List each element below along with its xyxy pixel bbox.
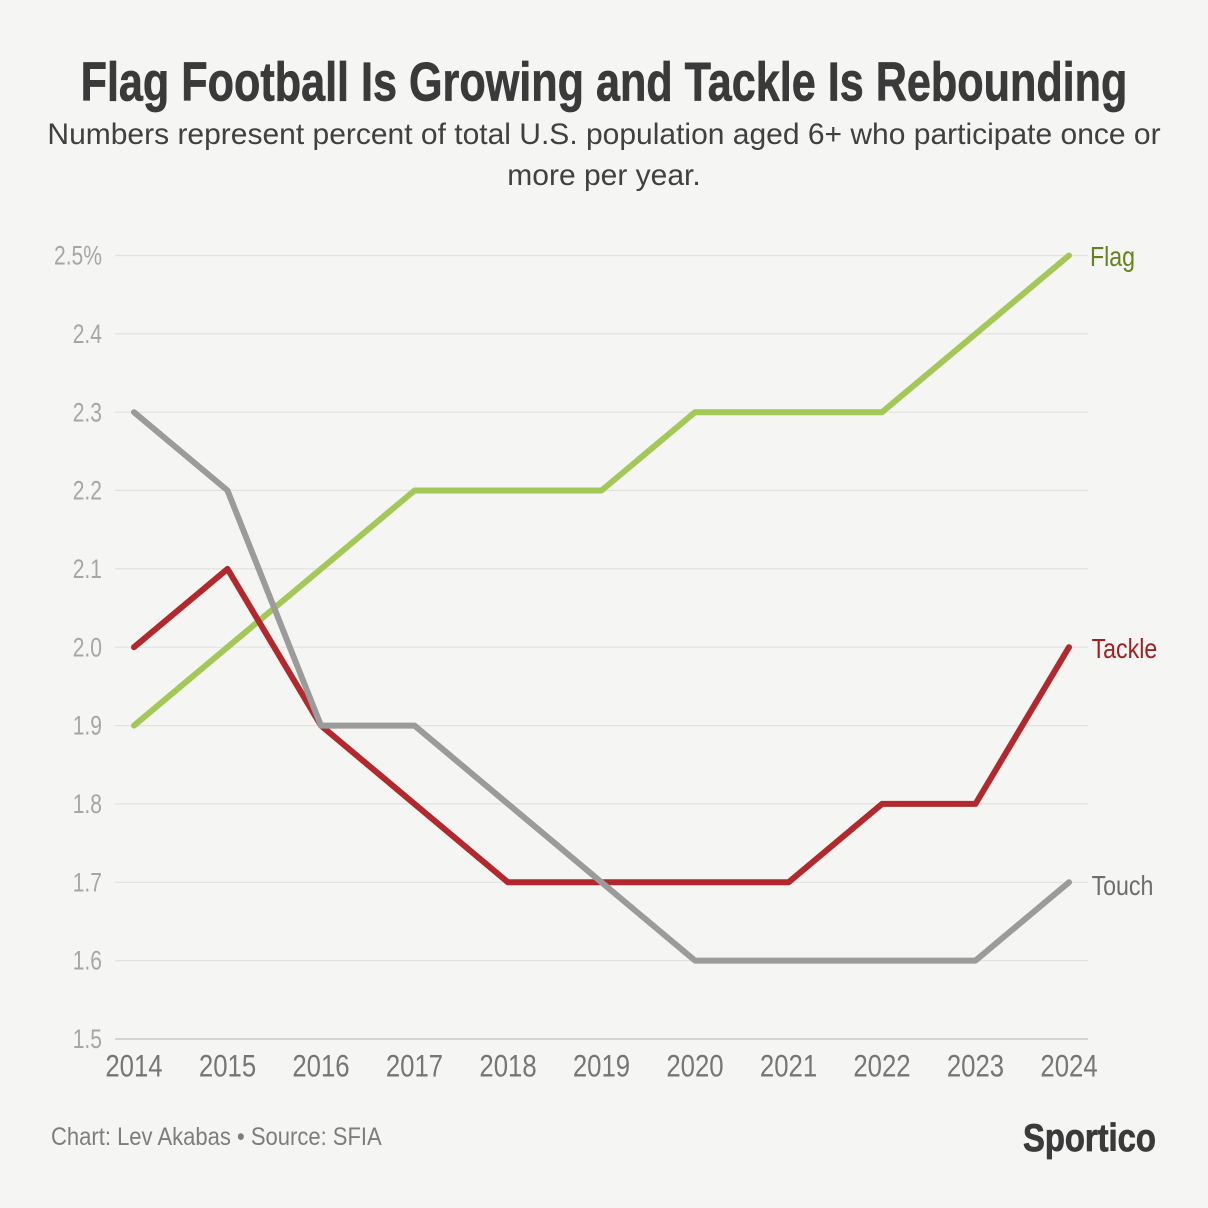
svg-text:2014: 2014 bbox=[105, 1049, 162, 1084]
svg-text:2021: 2021 bbox=[760, 1049, 817, 1084]
svg-text:2.2: 2.2 bbox=[73, 476, 102, 506]
svg-text:Sportico: Sportico bbox=[1023, 1115, 1156, 1159]
svg-text:1.5: 1.5 bbox=[73, 1025, 102, 1055]
svg-text:2019: 2019 bbox=[573, 1049, 630, 1084]
svg-text:Tackle: Tackle bbox=[1092, 634, 1158, 664]
svg-text:2018: 2018 bbox=[479, 1049, 536, 1084]
svg-text:Flag Football Is Growing and T: Flag Football Is Growing and Tackle Is R… bbox=[81, 52, 1128, 113]
svg-text:2023: 2023 bbox=[947, 1049, 1004, 1084]
svg-text:1.9: 1.9 bbox=[73, 711, 102, 741]
svg-text:2.1: 2.1 bbox=[73, 555, 102, 585]
svg-text:Numbers represent percent of t: Numbers represent percent of total U.S. … bbox=[47, 118, 1160, 151]
svg-text:2.0: 2.0 bbox=[73, 633, 102, 663]
svg-text:1.6: 1.6 bbox=[73, 946, 102, 976]
svg-text:Touch: Touch bbox=[1092, 871, 1154, 901]
svg-text:1.7: 1.7 bbox=[73, 868, 102, 898]
svg-text:2.3: 2.3 bbox=[73, 398, 102, 428]
svg-text:2.4: 2.4 bbox=[73, 320, 102, 350]
svg-text:2022: 2022 bbox=[853, 1049, 910, 1084]
svg-text:2015: 2015 bbox=[199, 1049, 256, 1084]
svg-text:1.8: 1.8 bbox=[73, 790, 102, 820]
svg-text:Chart: Lev Akabas • Source: SF: Chart: Lev Akabas • Source: SFIA bbox=[51, 1123, 382, 1151]
svg-text:2024: 2024 bbox=[1040, 1049, 1097, 1084]
svg-text:2017: 2017 bbox=[386, 1049, 443, 1084]
svg-text:Flag: Flag bbox=[1090, 242, 1135, 272]
svg-text:more per year.: more per year. bbox=[507, 159, 700, 192]
svg-text:2020: 2020 bbox=[666, 1049, 723, 1084]
svg-text:2016: 2016 bbox=[292, 1049, 349, 1084]
svg-text:2.5%: 2.5% bbox=[54, 241, 102, 271]
